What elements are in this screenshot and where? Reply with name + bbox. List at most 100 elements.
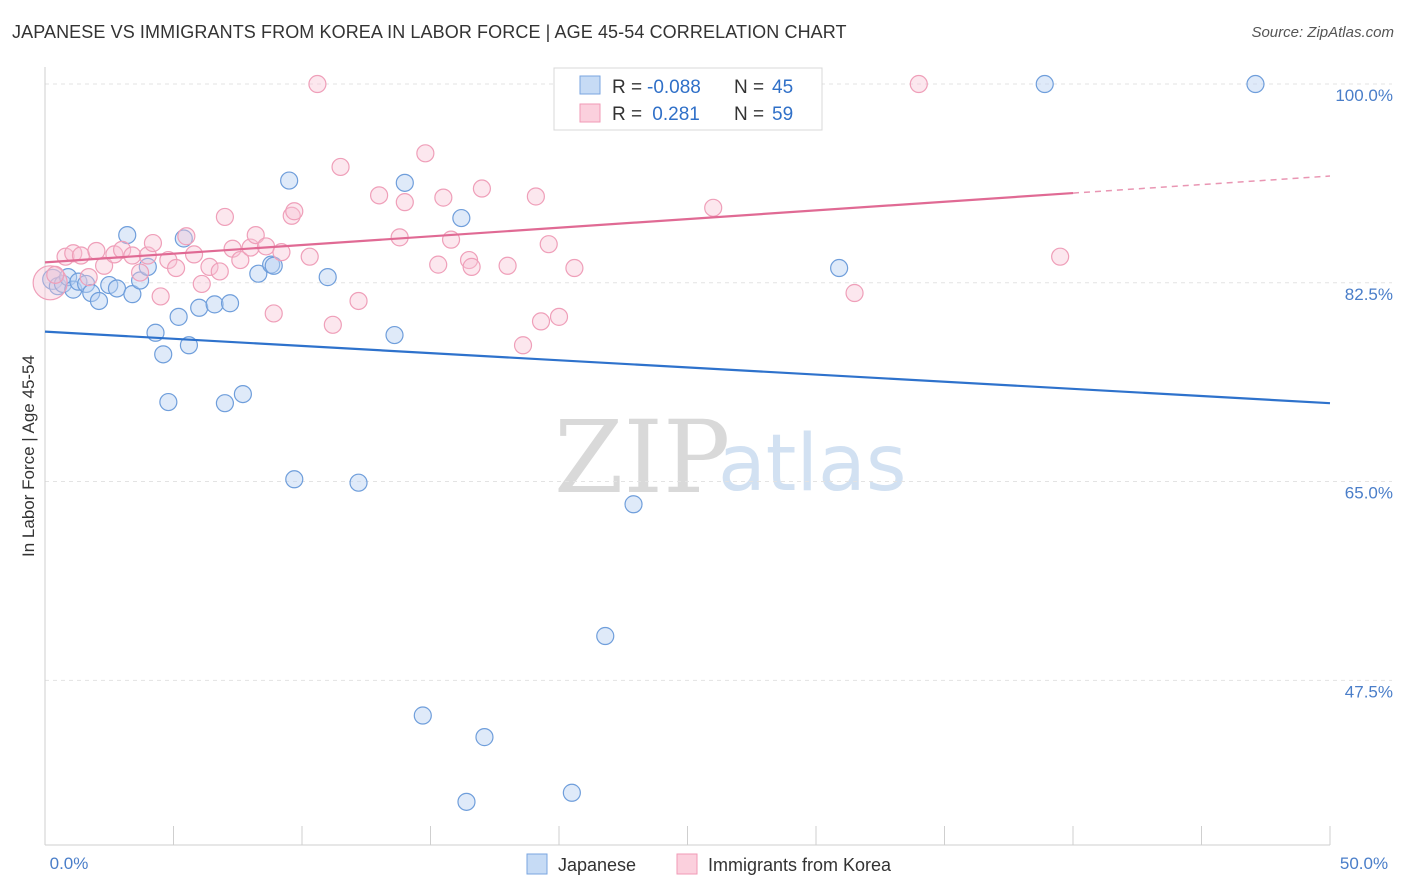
trend-line-korea-extension <box>1072 175 1331 194</box>
korea-point-49 <box>526 187 545 206</box>
bottom-legend-label-japanese: Japanese <box>558 855 636 875</box>
korea-point-16 <box>166 258 186 278</box>
japanese-point-10 <box>107 279 127 298</box>
korea-point-56 <box>845 283 864 303</box>
korea-point-35 <box>331 157 350 177</box>
japanese-point-40 <box>596 626 615 646</box>
bottom-legend: Japanese Immigrants from Korea <box>526 853 892 875</box>
korea-point-50 <box>531 312 551 331</box>
legend-swatch-japanese <box>579 75 601 95</box>
japanese-point-12 <box>123 285 142 304</box>
japanese-point-22 <box>205 295 224 314</box>
korea-point-51 <box>539 235 558 254</box>
legend-swatch-korea <box>579 103 601 123</box>
korea-point-48 <box>513 336 533 355</box>
source-credit: Source: ZipAtlas.com <box>1251 24 1394 41</box>
japanese-point-36 <box>452 208 471 228</box>
watermark-atlas: atlas <box>718 419 907 509</box>
korea-point-39 <box>395 193 414 212</box>
korea-point-1 <box>46 265 65 284</box>
series-japanese-points <box>42 74 1265 811</box>
correlation-legend: R = -0.088 N = 45 R = 0.281 N = 59 <box>553 67 823 131</box>
japanese-point-31 <box>318 268 337 287</box>
japanese-point-19 <box>174 229 193 248</box>
korea-point-14 <box>151 287 170 306</box>
japanese-point-41 <box>624 495 643 514</box>
legend-r-label-japanese: R = <box>612 77 642 98</box>
trend-line-japanese <box>44 330 1331 405</box>
x-axis-ticks <box>44 826 1331 845</box>
korea-point-18 <box>184 245 204 264</box>
korea-point-26 <box>246 225 265 245</box>
japanese-point-26 <box>249 264 268 283</box>
x-tick-label-min: 0.0% <box>50 854 89 873</box>
bottom-legend-swatch-japanese <box>526 853 548 875</box>
korea-point-19 <box>192 274 211 294</box>
korea-point-47 <box>498 256 517 275</box>
korea-point-58 <box>1051 247 1070 266</box>
y-tick-labels: 100.0% 82.5% 65.0% 47.5% <box>1335 86 1393 701</box>
series-korea-points <box>32 74 1070 355</box>
bottom-legend-swatch-korea <box>676 853 698 875</box>
japanese-point-23 <box>215 394 234 413</box>
japanese-point-30 <box>285 470 304 489</box>
korea-point-55 <box>704 198 723 217</box>
japanese-point-25 <box>233 385 252 404</box>
japanese-point-35 <box>413 706 432 725</box>
legend-n-value-korea: 59 <box>772 104 793 125</box>
japanese-point-44 <box>1246 74 1265 94</box>
korea-point-46 <box>472 179 491 198</box>
korea-point-45 <box>462 257 481 276</box>
korea-point-21 <box>210 262 229 281</box>
japanese-point-20 <box>179 336 199 355</box>
japanese-point-38 <box>475 728 494 747</box>
japanese-point-39 <box>562 783 581 802</box>
japanese-point-43 <box>1035 74 1054 94</box>
legend-n-label-japanese: N = <box>734 77 764 98</box>
korea-point-42 <box>434 188 453 207</box>
korea-point-52 <box>549 307 569 326</box>
japanese-point-24 <box>220 294 240 313</box>
japanese-point-32 <box>349 473 368 492</box>
legend-r-value-korea: 0.281 <box>647 104 700 125</box>
korea-point-4 <box>71 246 91 265</box>
watermark-zip: ZIP <box>554 399 730 516</box>
korea-point-0 <box>32 265 68 301</box>
korea-point-7 <box>95 256 114 275</box>
japanese-point-18 <box>169 307 188 326</box>
trend-lines <box>44 175 1331 405</box>
x-tick-label-max: 50.0% <box>1340 854 1388 873</box>
bottom-legend-label-korea: Immigrants from Korea <box>708 855 892 875</box>
gridlines <box>45 83 1392 681</box>
japanese-point-8 <box>89 291 109 311</box>
japanese-point-16 <box>154 345 173 364</box>
y-axis-label: In Labor Force | Age 45-54 <box>19 355 38 557</box>
korea-point-20 <box>200 257 219 276</box>
korea-point-13 <box>143 233 163 253</box>
japanese-point-37 <box>457 792 476 811</box>
korea-point-34 <box>323 315 342 334</box>
korea-point-17 <box>177 227 196 246</box>
japanese-point-21 <box>190 298 209 317</box>
y-tick-label-2: 65.0% <box>1345 484 1393 503</box>
legend-n-value-japanese: 45 <box>772 77 793 98</box>
korea-point-28 <box>264 304 283 323</box>
japanese-point-34 <box>395 173 414 192</box>
trend-line-korea <box>44 191 1074 264</box>
korea-point-31 <box>285 202 304 221</box>
korea-point-5 <box>79 268 98 287</box>
japanese-point-42 <box>830 258 849 278</box>
korea-point-22 <box>215 207 234 227</box>
japanese-point-28 <box>264 256 283 275</box>
japanese-point-33 <box>385 325 404 345</box>
korea-point-9 <box>112 240 132 259</box>
y-tick-label-1: 82.5% <box>1345 285 1393 304</box>
y-tick-label-3: 47.5% <box>1345 682 1393 701</box>
legend-n-label-korea: N = <box>734 104 764 125</box>
korea-point-36 <box>349 291 368 311</box>
japanese-point-29 <box>280 171 299 190</box>
legend-r-value-japanese: -0.088 <box>647 77 701 98</box>
korea-point-57 <box>909 74 928 94</box>
korea-point-41 <box>429 255 448 274</box>
